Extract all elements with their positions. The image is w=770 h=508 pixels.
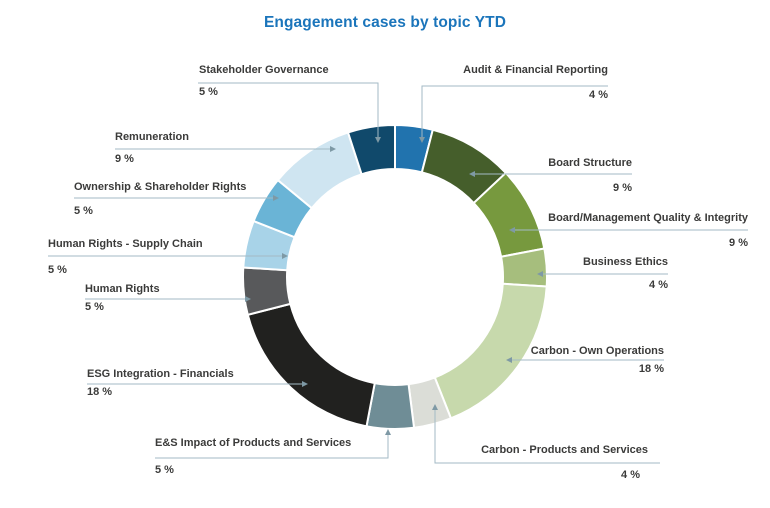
label-audit-financial-reporting: Audit & Financial Reporting — [463, 64, 608, 76]
chart-title: Engagement cases by topic YTD — [263, 14, 507, 31]
label-board-structure: Board Structure — [548, 157, 632, 169]
percent-carbon-own-operations: 18 % — [638, 363, 664, 375]
label-e-s-impact-of-products-and-services: E&S Impact of Products and Services — [155, 437, 352, 449]
label-business-ethics: Business Ethics — [583, 256, 668, 268]
percent-carbon-products-and-services: 4 % — [621, 469, 640, 481]
label-carbon-own-operations: Carbon - Own Operations — [530, 345, 664, 357]
percent-esg-integration-financials: 18 % — [87, 386, 113, 398]
label-carbon-products-and-services: Carbon - Products and Services — [481, 444, 648, 456]
label-stakeholder-governance: Stakeholder Governance — [199, 64, 329, 76]
slice-stakeholder-governance — [346, 123, 396, 176]
percent-human-rights: 5 % — [85, 301, 104, 313]
percent-stakeholder-governance: 5 % — [199, 86, 218, 98]
percent-board-structure: 9 % — [613, 182, 632, 194]
leader-line-e-s-impact-of-products-and-services — [155, 429, 391, 459]
percent-business-ethics: 4 % — [649, 279, 668, 291]
leader-line-carbon-products-and-services — [432, 404, 660, 464]
percent-remuneration: 9 % — [115, 153, 134, 165]
leader-line-audit-financial-reporting — [419, 85, 608, 143]
label-board-management-quality-integrity: Board/Management Quality & Integrity — [548, 212, 748, 224]
percent-board-management-quality-integrity: 9 % — [729, 237, 748, 249]
percent-e-s-impact-of-products-and-services: 5 % — [155, 464, 174, 476]
label-remuneration: Remuneration — [115, 131, 189, 143]
label-human-rights: Human Rights — [85, 283, 160, 295]
percent-audit-financial-reporting: 4 % — [589, 89, 608, 101]
label-ownership-shareholder-rights: Ownership & Shareholder Rights — [74, 181, 247, 193]
slice-esg-integration-financials — [246, 302, 376, 428]
label-human-rights-supply-chain: Human Rights - Supply Chain — [48, 238, 203, 250]
label-esg-integration-financials: ESG Integration - Financials — [87, 368, 234, 380]
percent-human-rights-supply-chain: 5 % — [48, 264, 67, 276]
percent-ownership-shareholder-rights: 5 % — [74, 205, 93, 217]
leader-line-stakeholder-governance — [198, 82, 381, 143]
